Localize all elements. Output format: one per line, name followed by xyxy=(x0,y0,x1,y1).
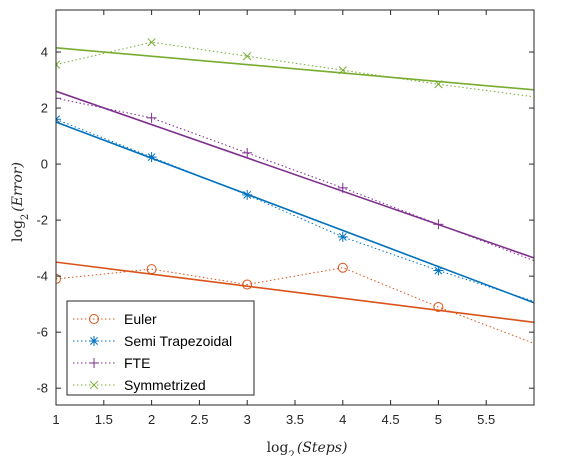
y-tick-label: 4 xyxy=(41,45,48,60)
y-axis-label-base: log xyxy=(10,220,26,242)
y-ticks: -8 -6 -4 -2 0 2 4 xyxy=(36,45,534,396)
legend-label: FTE xyxy=(124,355,150,371)
x-tick-label: 3.5 xyxy=(286,412,304,427)
legend-label: Symmetrized xyxy=(124,377,206,393)
legend-marker-symmetrized xyxy=(89,380,99,390)
data-point-euler xyxy=(433,301,444,312)
data-point-euler xyxy=(242,279,253,290)
data-point-euler xyxy=(146,264,157,275)
legend-marker-semi-trapezoidal xyxy=(89,336,99,346)
legend-label: Semi Trapezoidal xyxy=(124,333,232,349)
x-tick-label: 5 xyxy=(435,412,442,427)
x-axis-label: log2 (Steps) xyxy=(267,440,348,456)
x-tick-label: 3 xyxy=(244,412,251,427)
y-tick-label: -2 xyxy=(36,213,48,228)
data-point-semi-trapezoidal xyxy=(146,152,157,163)
x-ticks: 1 1.5 2 2.5 3 3.5 4 4.5 5 5.5 xyxy=(52,10,495,427)
data-point-fte xyxy=(146,112,157,123)
x-tick-label: 5.5 xyxy=(477,412,495,427)
data-point-semi-trapezoidal xyxy=(433,265,444,276)
data-point-symmetrized xyxy=(434,80,443,89)
x-tick-label: 1.5 xyxy=(95,412,113,427)
data-markers xyxy=(56,38,444,312)
y-axis-label: log2 (Error) xyxy=(10,162,31,242)
data-point-fte xyxy=(56,93,61,104)
y-tick-label: -4 xyxy=(36,269,48,284)
data-point-symmetrized xyxy=(243,52,252,61)
x-tick-label: 2.5 xyxy=(190,412,208,427)
data-point-euler xyxy=(56,273,61,284)
data-point-symmetrized xyxy=(338,66,347,75)
x-tick-label: 4 xyxy=(339,412,346,427)
series-line-symmetrized xyxy=(56,41,534,98)
series-line-fte xyxy=(56,97,534,262)
data-point-fte xyxy=(337,182,348,193)
data-point-symmetrized xyxy=(147,38,156,47)
fit-line-euler xyxy=(56,261,534,324)
fit-line-symmetrized xyxy=(56,47,534,91)
legend: Euler Semi Trapezoidal FTE Symmetrized xyxy=(66,300,255,396)
data-lines xyxy=(56,41,534,344)
x-axis-label-sub: 2 xyxy=(288,450,294,456)
data-point-semi-trapezoidal xyxy=(242,189,253,200)
y-tick-label: 2 xyxy=(41,101,48,116)
data-point-symmetrized xyxy=(56,60,61,69)
series-line-semi-trapezoidal xyxy=(56,118,534,302)
legend-marker-euler xyxy=(89,314,99,324)
legend-entry-euler: Euler xyxy=(73,311,157,327)
legend-marker-fte xyxy=(89,358,99,368)
legend-label: Euler xyxy=(124,311,157,327)
data-point-semi-trapezoidal xyxy=(56,114,61,125)
legend-entry-fte: FTE xyxy=(73,355,150,371)
x-tick-label: 2 xyxy=(148,412,155,427)
data-point-fte xyxy=(433,219,444,230)
y-axis-label-arg: (Error) xyxy=(10,162,26,212)
data-point-semi-trapezoidal xyxy=(337,231,348,242)
y-tick-label: -8 xyxy=(36,381,48,396)
legend-entry-symmetrized: Symmetrized xyxy=(73,377,206,393)
x-axis-label-arg: (Steps) xyxy=(297,440,348,456)
x-tick-label: 1 xyxy=(52,412,59,427)
data-point-fte xyxy=(242,147,253,158)
series-line-euler xyxy=(56,267,534,344)
data-point-euler xyxy=(337,262,348,273)
legend-entry-semi-trapezoidal: Semi Trapezoidal xyxy=(73,333,232,349)
y-tick-label: -6 xyxy=(36,325,48,340)
x-axis-label-base: log xyxy=(267,440,289,456)
x-tick-label: 4.5 xyxy=(382,412,400,427)
y-tick-label: 0 xyxy=(41,157,48,172)
fit-line-semi-trapezoidal xyxy=(56,121,534,304)
y-axis-label-sub: 2 xyxy=(20,214,31,220)
